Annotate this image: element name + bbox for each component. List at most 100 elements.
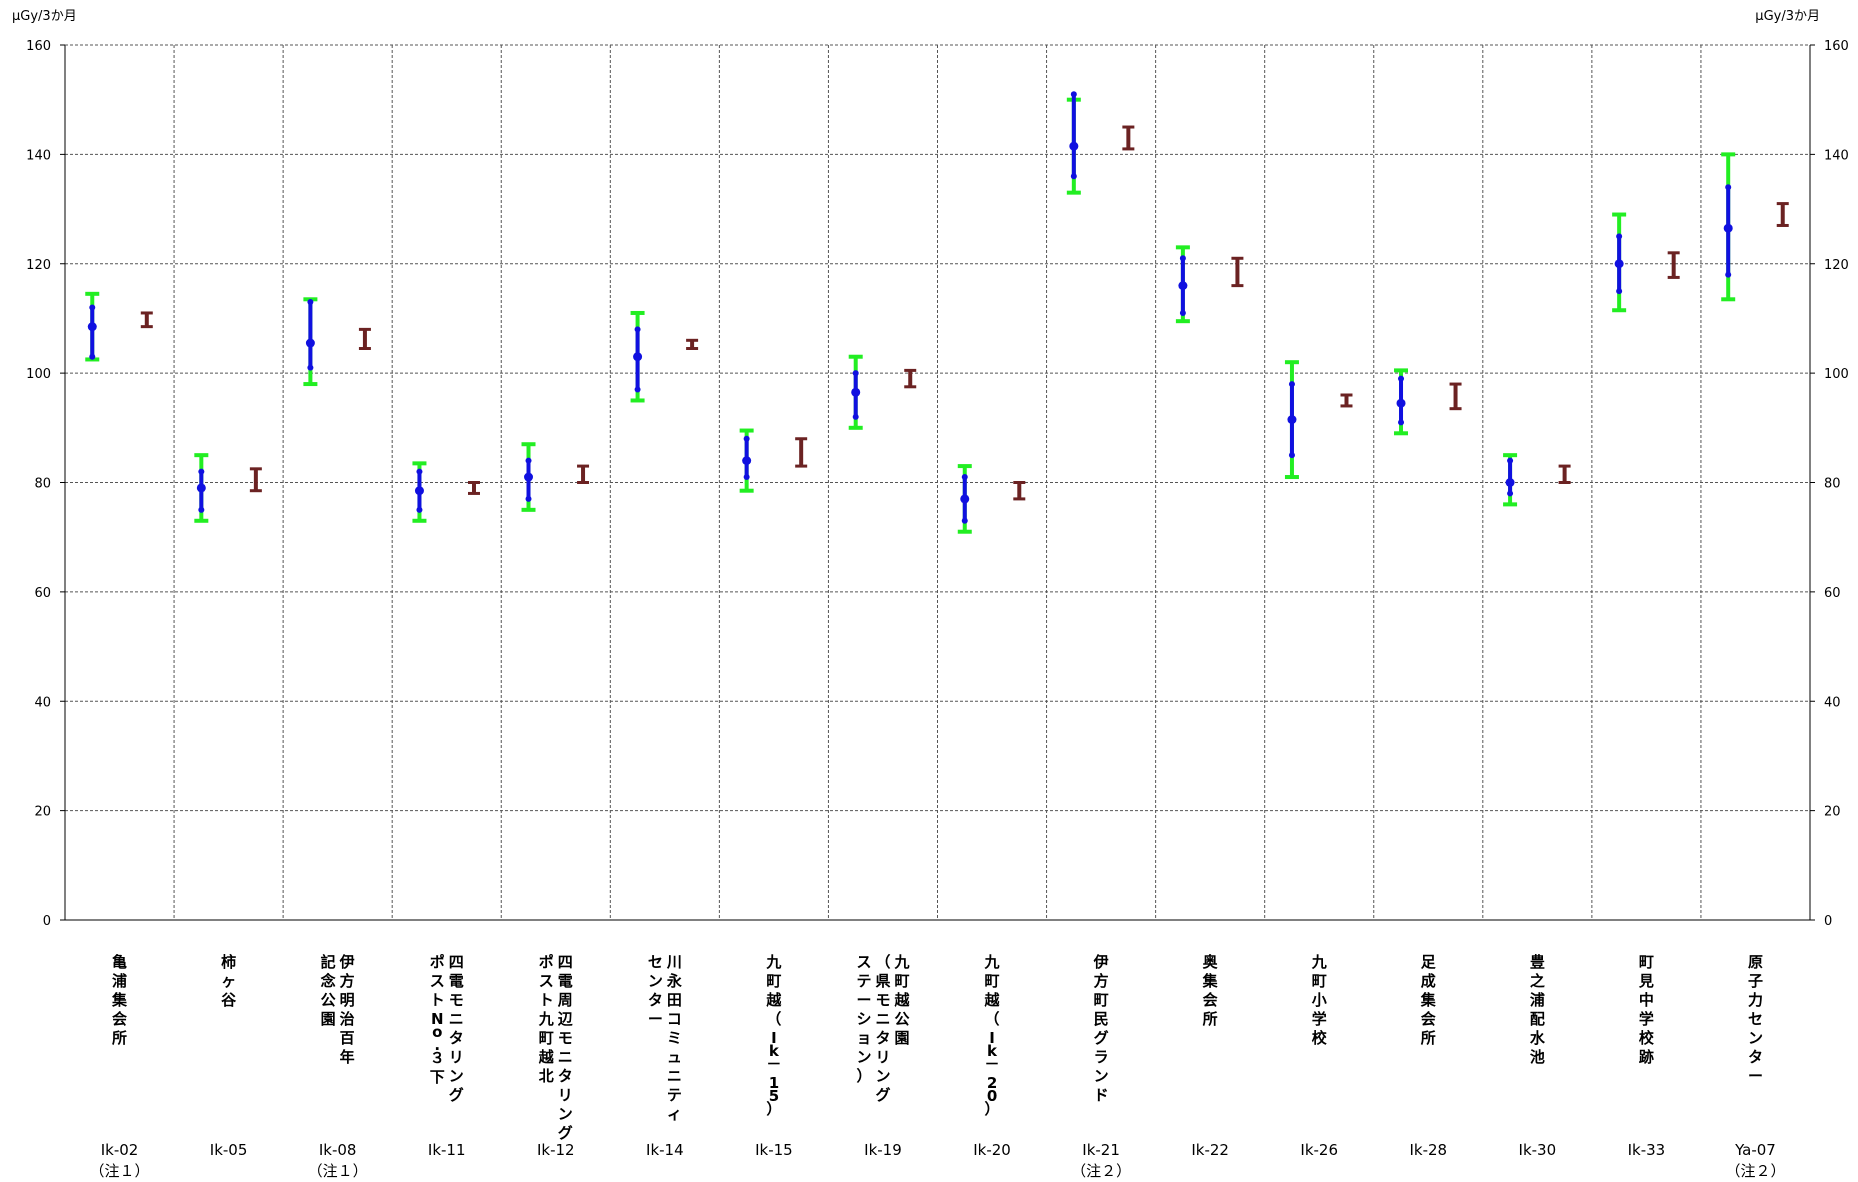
station-name-char: 年	[340, 1048, 355, 1066]
y-tick-left-100: 100	[26, 367, 51, 382]
station-note-Ik-02: （注１）	[90, 1162, 150, 1180]
station-name-char: －	[766, 1055, 781, 1073]
station-name-char: ス	[856, 953, 871, 971]
station-name-char: N	[431, 1010, 444, 1028]
station-code-Ik-14: Ik-14	[646, 1141, 684, 1159]
y-tick-right-20: 20	[1824, 805, 1841, 820]
station-name-char: 力	[1748, 991, 1763, 1009]
station-name-char: グ	[449, 1086, 464, 1104]
station-name-char: ン	[449, 1067, 464, 1085]
station-name-char: タ	[1748, 1048, 1763, 1066]
y-tick-left-160: 160	[26, 39, 51, 54]
station-name-char: 公	[321, 991, 336, 1009]
station-code-Ik-19: Ik-19	[864, 1141, 902, 1159]
station-name-char: 之	[1530, 972, 1545, 990]
current-max-point-Ik-14	[634, 326, 641, 333]
y-tick-left-20: 20	[34, 805, 51, 820]
current-mean-point-Ik-08	[305, 338, 315, 348]
station-name-char: ュ	[667, 1048, 682, 1066]
current-min-point-Ik-08	[307, 364, 314, 371]
station-name-char: 四	[449, 953, 464, 971]
station-name-char: 川	[666, 953, 682, 971]
station-name-char: 民	[1094, 1010, 1109, 1028]
current-max-point-Ik-02	[89, 304, 96, 311]
station-name-char: o	[432, 1023, 442, 1041]
current-min-point-Ik-20	[961, 517, 968, 524]
y-tick-right-60: 60	[1824, 586, 1841, 601]
station-name-char: 伊	[1093, 953, 1109, 971]
station-name-char: 永	[666, 972, 683, 990]
current-mean-point-Ik-30	[1505, 478, 1515, 487]
station-name-char: 九	[765, 953, 781, 971]
station-name-char: ン	[875, 1067, 890, 1085]
station-name-char: グ	[1094, 1029, 1109, 1047]
y-tick-left-40: 40	[34, 695, 51, 710]
station-name-char: ド	[1094, 1086, 1109, 1104]
station-name-char: 校	[1312, 1029, 1328, 1047]
station-name-char: 子	[1748, 972, 1763, 990]
station-name-char: 越	[765, 991, 782, 1009]
y-unit-right: μGy/3か月	[1755, 9, 1820, 24]
station-name-char: シ	[856, 1010, 871, 1028]
station-name-char: リ	[449, 1048, 464, 1066]
station-name-char: 園	[894, 1029, 909, 1047]
station-name-char: 集	[1420, 991, 1437, 1009]
y-tick-right-40: 40	[1824, 695, 1841, 710]
station-name-char: 百	[340, 1029, 355, 1047]
station-name-char: ン	[1748, 1029, 1763, 1047]
current-max-point-Ik-08	[307, 299, 314, 306]
station-name-column-Ik-20: 九町越（Ik－20）	[984, 953, 1001, 1118]
station-name-char: 所	[1203, 1010, 1218, 1028]
station-name-char: 町	[1094, 991, 1109, 1009]
y-tick-right-80: 80	[1824, 477, 1841, 492]
station-name-char: 会	[112, 1010, 127, 1028]
station-name-char: ン	[1094, 1067, 1109, 1085]
y-tick-left-140: 140	[26, 148, 51, 163]
current-mean-point-Ik-14	[633, 352, 643, 362]
station-name-char: 町	[539, 1029, 554, 1047]
current-max-point-Ik-21	[1070, 91, 1077, 98]
station-code-Ik-05: Ik-05	[210, 1141, 248, 1159]
station-name-char: 成	[1421, 972, 1436, 990]
station-name-column-Ik-15: 九町越（Ik－15）	[765, 953, 782, 1118]
station-name-char: 所	[1421, 1029, 1436, 1047]
station-name-char: 下	[430, 1068, 445, 1086]
current-min-point-Ik-19	[852, 413, 859, 420]
current-min-point-Ik-12	[525, 495, 532, 502]
y-tick-right-100: 100	[1824, 367, 1849, 382]
station-name-char: タ	[648, 991, 663, 1009]
station-name-char: （	[985, 1010, 1000, 1028]
station-name-char: 越	[538, 1048, 555, 1066]
station-name-char: ョ	[856, 1029, 871, 1047]
y-tick-labels: 0 0 20 20 40 40 60 60 80 80 100 100 120 120 140 140 160 1…	[26, 39, 1849, 929]
error-bar-marks	[85, 91, 1789, 534]
station-name-char: タ	[449, 1029, 464, 1047]
current-mean-point-Ik-26	[1287, 415, 1297, 425]
station-name-char: 町	[985, 972, 1000, 990]
station-name-char: 2	[987, 1074, 997, 1092]
station-name-char: 越	[984, 991, 1001, 1009]
station-name-char: 浦	[112, 972, 127, 990]
station-name-char: 辺	[558, 1010, 574, 1028]
station-code-Ik-15: Ik-15	[755, 1141, 793, 1159]
station-name-char: ニ	[558, 1048, 573, 1066]
station-code-Ik-12: Ik-12	[537, 1141, 575, 1159]
station-name-char: ヶ	[221, 972, 236, 990]
station-name-char: 浦	[1530, 991, 1545, 1009]
station-name-char: 会	[1421, 1010, 1436, 1028]
current-max-point-Ik-30	[1507, 457, 1514, 464]
current-max-point-Ik-28	[1398, 375, 1405, 382]
current-mean-point-Ik-02	[87, 322, 97, 332]
station-code-Ik-30: Ik-30	[1519, 1141, 1557, 1159]
station-name-char: 越	[893, 991, 910, 1009]
current-max-point-Ik-11	[416, 468, 423, 475]
station-name-char: 明	[340, 991, 355, 1009]
station-name-char: 県	[875, 972, 890, 990]
current-max-point-Ik-15	[743, 435, 750, 442]
station-name-char: テ	[856, 972, 871, 990]
